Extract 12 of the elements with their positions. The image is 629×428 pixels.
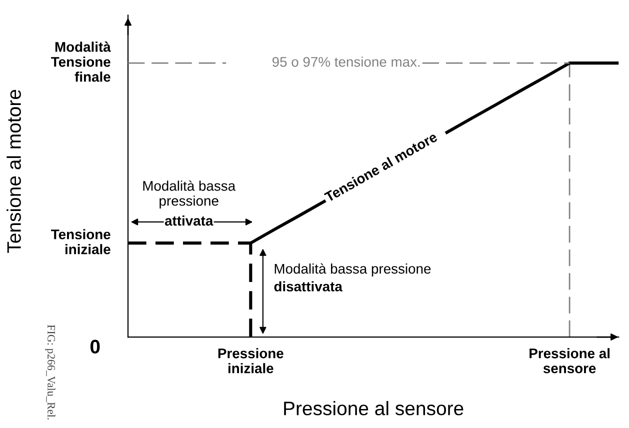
text: Tensione al motore — [6, 90, 21, 253]
text: Modalità Tensione finale — [51, 42, 111, 82]
text: FIG: p266_Valu_Rel. — [45, 324, 56, 420]
annotation: disattivata — [274, 281, 342, 292]
annotation: Modalità bassa pressione — [274, 263, 431, 276]
x-tick-label: Pressione iniziale — [218, 348, 284, 374]
text: Tensione iniziale — [51, 229, 110, 254]
annotation: attivata — [164, 215, 214, 226]
x-axis-title: Pressione al sensore — [284, 401, 464, 416]
annotation: 95 o 97% tensione max. — [272, 56, 420, 67]
text: 0 — [90, 340, 100, 354]
annotation: Modalità bassa pressione — [143, 180, 236, 209]
